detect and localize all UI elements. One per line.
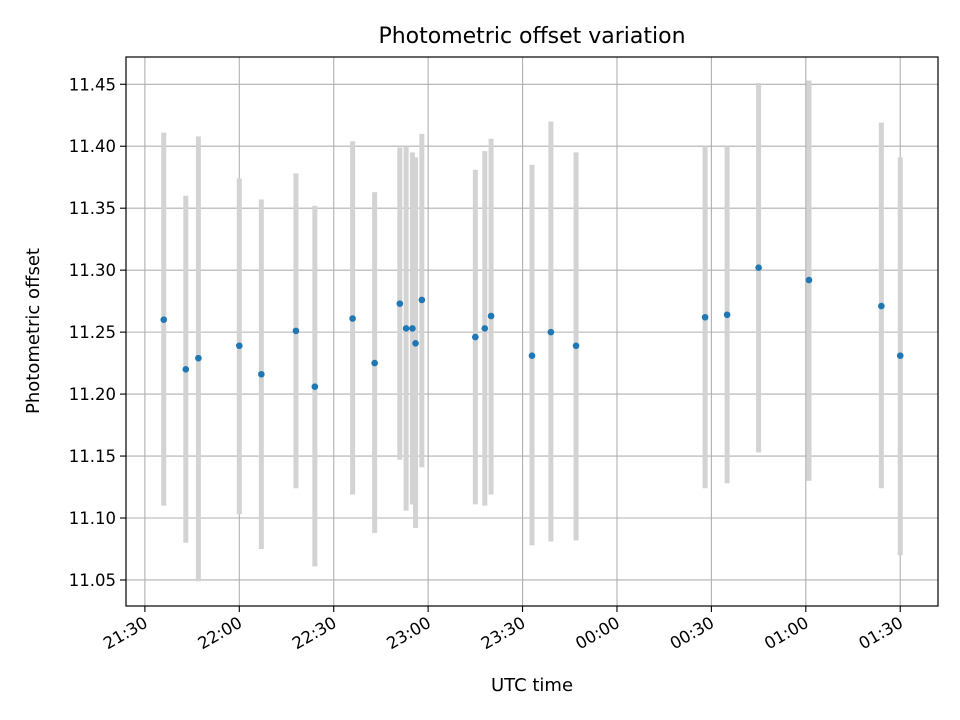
- data-point: [572, 342, 580, 350]
- data-point: [349, 315, 356, 322]
- data-point: [412, 339, 419, 347]
- data-point: [182, 365, 190, 373]
- y-tick-label: 11.30: [69, 261, 116, 280]
- y-axis-label: Photometric offset: [23, 248, 44, 414]
- data-point: [723, 311, 731, 319]
- data-point: [805, 276, 813, 284]
- data-point: [409, 325, 416, 332]
- data-point: [236, 342, 243, 350]
- y-tick-label: 11.40: [69, 137, 116, 156]
- data-point: [371, 359, 378, 367]
- data-point: [896, 352, 904, 359]
- data-point: [396, 300, 404, 307]
- data-point: [528, 352, 536, 359]
- y-tick-label: 11.20: [69, 385, 116, 404]
- data-point: [258, 370, 265, 378]
- y-tick-label: 11.25: [69, 323, 116, 342]
- data-point: [487, 312, 495, 320]
- plot-frame: [125, 56, 939, 607]
- data-point: [292, 327, 300, 335]
- data-point: [195, 354, 202, 362]
- data-points: [160, 264, 904, 390]
- data-point: [547, 328, 555, 336]
- data-point: [311, 383, 319, 390]
- x-axis-label: UTC time: [491, 675, 573, 696]
- data-point: [755, 264, 762, 271]
- data-point: [701, 313, 709, 321]
- data-point: [472, 333, 479, 341]
- data-point: [418, 296, 426, 304]
- y-tick-label: 11.45: [69, 75, 116, 94]
- data-point: [481, 325, 489, 332]
- data-point: [160, 316, 168, 324]
- y-tick-label: 11.15: [69, 447, 116, 466]
- data-point: [878, 302, 885, 310]
- y-tick-label: 11.10: [69, 509, 116, 528]
- data-point: [402, 325, 410, 332]
- y-axis-ticks: 11.05 11.10 11.15 11.20 11.25 11.30 11.35 11.40…: [69, 75, 126, 590]
- y-tick-label: 11.35: [69, 199, 116, 218]
- chart-title: Photometric offset variation: [378, 24, 685, 49]
- y-tick-label: 11.05: [69, 571, 116, 590]
